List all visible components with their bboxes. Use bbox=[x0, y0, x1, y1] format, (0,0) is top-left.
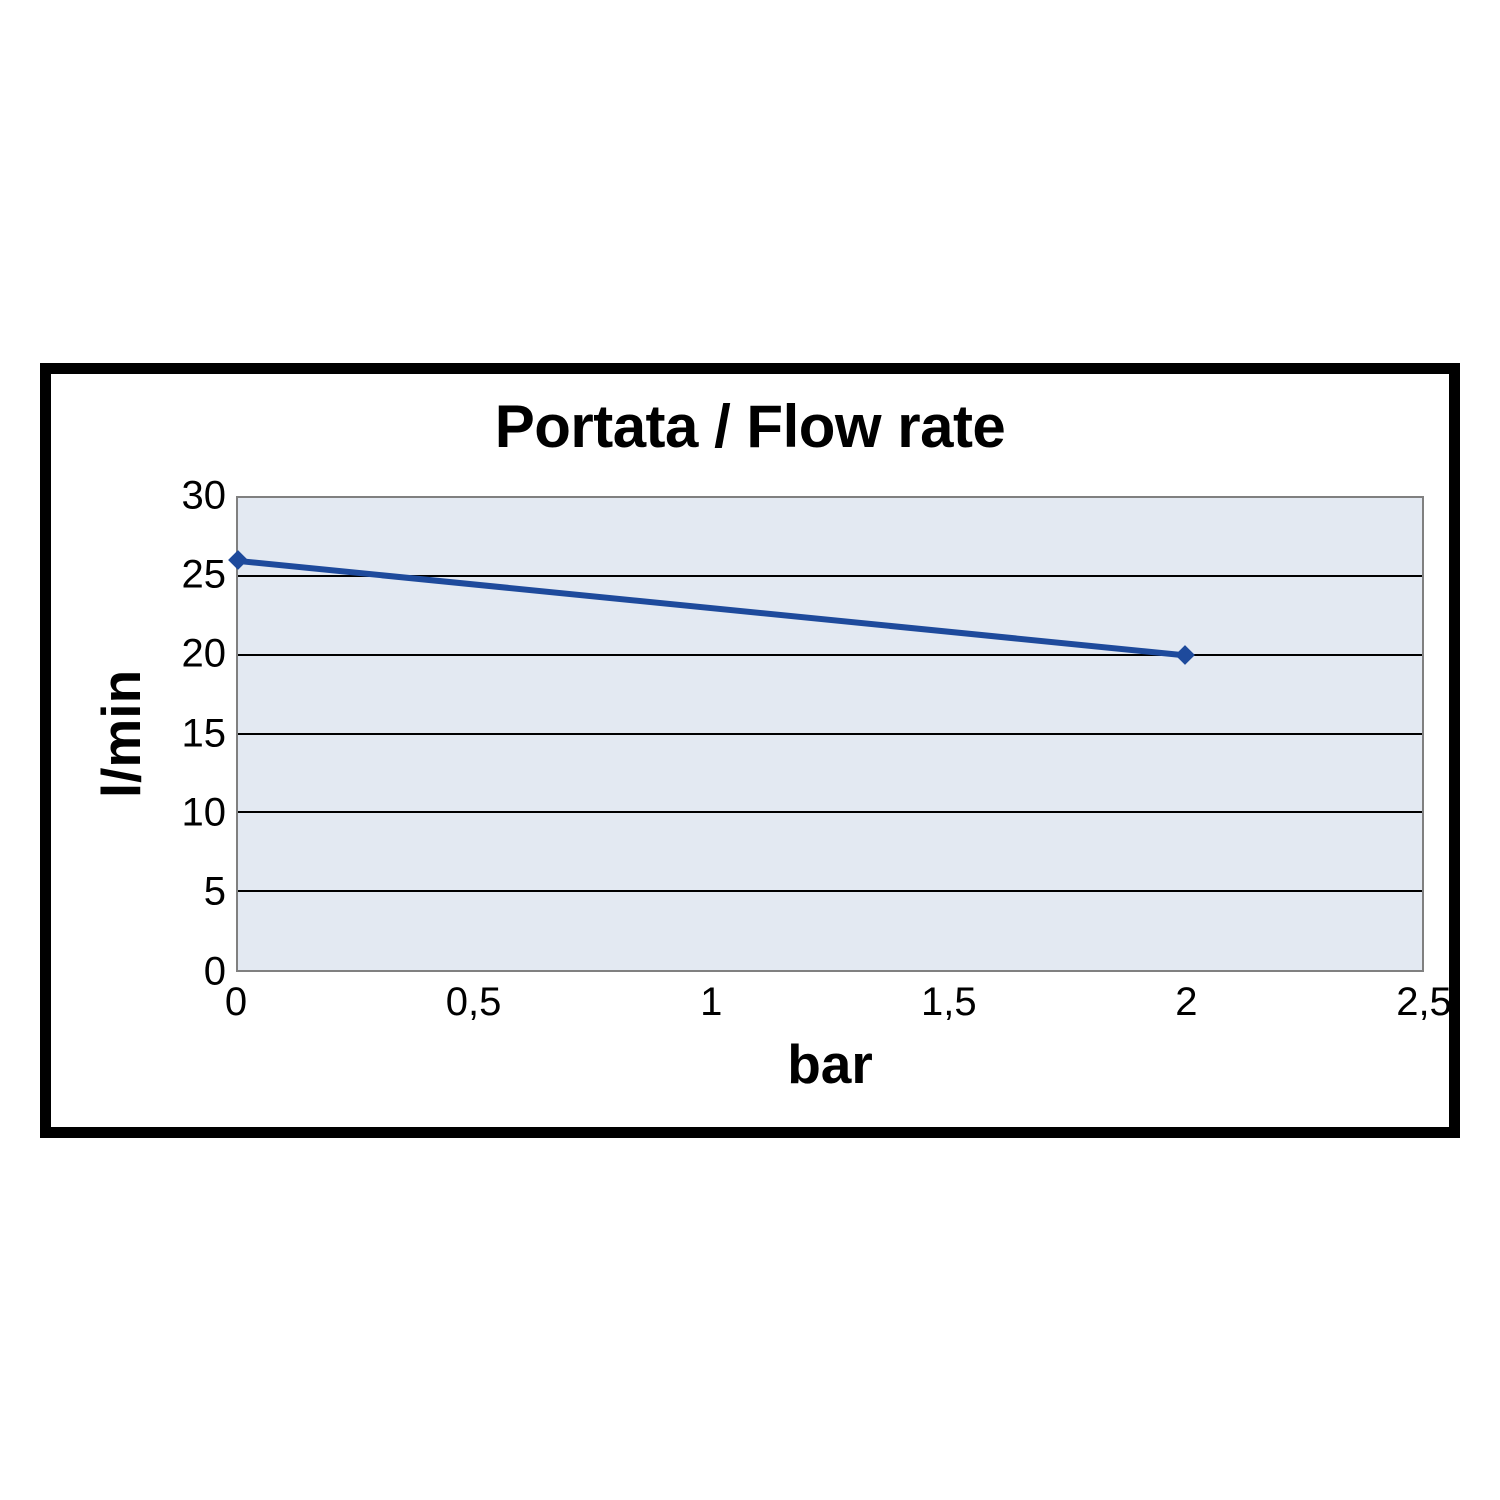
x-axis-ticks-row: 00,511,522,5 bbox=[76, 972, 1424, 1032]
x-tick-label: 1,5 bbox=[921, 980, 977, 1025]
y-tick-label: 20 bbox=[182, 632, 227, 677]
y-tick-label: 5 bbox=[204, 870, 226, 915]
x-axis-label-zone: bar bbox=[236, 1032, 1424, 1102]
x-axis-ticks: 00,511,522,5 bbox=[236, 972, 1424, 1032]
x-tick-label: 2 bbox=[1175, 980, 1197, 1025]
x-axis-label: bar bbox=[787, 1032, 873, 1096]
x-tick-label: 0,5 bbox=[446, 980, 502, 1025]
y-tick-label: 10 bbox=[182, 790, 227, 835]
chart-body: l/min 051015202530 00,511,522,5 bar bbox=[76, 496, 1424, 1102]
y-axis-label: l/min bbox=[89, 669, 153, 797]
chart-frame: Portata / Flow rate l/min 051015202530 0… bbox=[40, 363, 1460, 1138]
x-axis-label-row: bar bbox=[76, 1032, 1424, 1102]
y-tick-label: 15 bbox=[182, 711, 227, 756]
plot-background bbox=[236, 496, 1424, 972]
plot-area bbox=[236, 496, 1424, 972]
y-tick-label: 0 bbox=[204, 949, 226, 994]
x-tick-label: 0 bbox=[225, 980, 247, 1025]
data-series bbox=[238, 498, 1422, 970]
x-tick-label: 1 bbox=[700, 980, 722, 1025]
y-tick-label: 30 bbox=[182, 473, 227, 518]
y-tick-label: 25 bbox=[182, 552, 227, 597]
y-axis-label-zone: l/min bbox=[76, 496, 166, 972]
x-tick-label: 2,5 bbox=[1396, 980, 1452, 1025]
plot-row: l/min 051015202530 bbox=[76, 496, 1424, 972]
y-axis-ticks: 051015202530 bbox=[166, 496, 236, 972]
chart-title: Portata / Flow rate bbox=[76, 392, 1424, 461]
